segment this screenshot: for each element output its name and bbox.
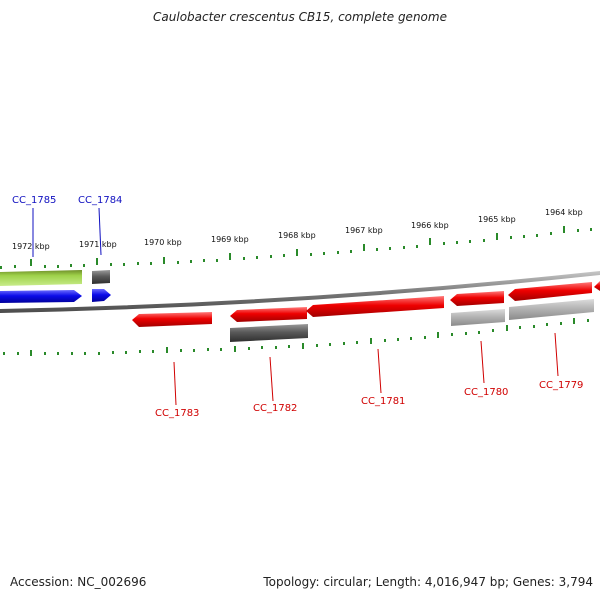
kbp-tick-major bbox=[563, 226, 565, 233]
gene-label-cc-1784[interactable]: CC_1784 bbox=[78, 195, 122, 206]
cds-arrow-cc-1785[interactable] bbox=[0, 290, 82, 303]
genome-backbone bbox=[0, 271, 600, 313]
kbp-tick-major bbox=[363, 244, 365, 251]
kbp-label: 1965 kbp bbox=[478, 215, 516, 224]
cds-arrow-cc-1784[interactable] bbox=[92, 289, 111, 302]
kbp-minor-ticks bbox=[0, 228, 592, 269]
leader-line-cc-1779 bbox=[554, 332, 559, 377]
gene-feature-cc-1779[interactable] bbox=[509, 299, 594, 320]
gene-label-cc-1779[interactable]: CC_1779 bbox=[539, 380, 583, 391]
genome-summary-text: Topology: circular; Length: 4,016,947 bp… bbox=[263, 575, 593, 589]
inner-tick-major bbox=[166, 347, 168, 353]
kbp-label: 1969 kbp bbox=[211, 235, 249, 244]
kbp-tick-major bbox=[163, 257, 165, 264]
inner-minor-ticks bbox=[3, 319, 589, 355]
kbp-tick-major bbox=[30, 259, 32, 266]
leader-line-cc-1780 bbox=[480, 340, 485, 384]
gene-feature-cc-1782[interactable] bbox=[230, 324, 308, 342]
inner-tick-ring bbox=[3, 318, 589, 356]
inner-tick-major bbox=[30, 350, 32, 356]
leader-lines bbox=[32, 207, 559, 406]
kbp-tick-major bbox=[496, 233, 498, 240]
kbp-tick-major bbox=[96, 258, 98, 265]
inner-tick-major bbox=[506, 325, 508, 331]
leader-line-cc-1784 bbox=[98, 207, 102, 256]
gene-label-cc-1782[interactable]: CC_1782 bbox=[253, 403, 297, 414]
cds-arrow-cc-1780[interactable] bbox=[450, 291, 504, 306]
cds-arrow-cc-1782[interactable] bbox=[230, 307, 307, 322]
kbp-label: 1970 kbp bbox=[144, 238, 182, 247]
cds-arrow-cc-1783[interactable] bbox=[132, 312, 212, 327]
kbp-label: 1966 kbp bbox=[411, 221, 449, 230]
leader-line-cc-1781 bbox=[377, 348, 382, 394]
reverse-features bbox=[132, 281, 600, 342]
inner-tick-major bbox=[302, 343, 304, 349]
kbp-tick-major bbox=[296, 249, 298, 256]
gene-feature-cc-1784[interactable] bbox=[92, 270, 110, 284]
kbp-label: 1964 kbp bbox=[545, 208, 583, 217]
inner-tick-major bbox=[234, 346, 236, 352]
kbp-label: 1971 kbp bbox=[79, 240, 117, 249]
gene-label-cc-1781[interactable]: CC_1781 bbox=[361, 396, 405, 407]
map-title: Caulobacter crescentus CB15, complete ge… bbox=[153, 10, 447, 24]
accession-text: Accession: NC_002696 bbox=[10, 575, 147, 589]
kbp-tick-major bbox=[429, 238, 431, 245]
cds-arrow-cc-1779[interactable] bbox=[508, 282, 592, 301]
kbp-label: 1972 kbp bbox=[12, 242, 50, 251]
gene-label-cc-1780[interactable]: CC_1780 bbox=[464, 387, 508, 398]
kbp-label: 1968 kbp bbox=[278, 231, 316, 240]
inner-tick-major bbox=[437, 332, 439, 338]
gene-label-cc-1785[interactable]: CC_1785 bbox=[12, 195, 56, 206]
gene-labels: CC_1785 CC_1784 CC_1783 CC_1782 CC_1781 … bbox=[12, 195, 583, 419]
inner-tick-major bbox=[370, 338, 372, 344]
gene-label-cc-1783[interactable]: CC_1783 bbox=[155, 408, 199, 419]
leader-line-cc-1783 bbox=[173, 361, 177, 406]
gene-feature-green[interactable] bbox=[0, 270, 82, 286]
kbp-tick-major bbox=[229, 253, 231, 260]
kbp-label: 1967 kbp bbox=[345, 226, 383, 235]
leader-line-cc-1782 bbox=[269, 356, 274, 402]
forward-features bbox=[0, 270, 111, 303]
inner-tick-major bbox=[573, 318, 575, 324]
kbp-labels: 1972 kbp 1971 kbp 1970 kbp 1969 kbp 1968… bbox=[12, 208, 583, 251]
cds-arrow-partial[interactable] bbox=[594, 281, 600, 291]
cds-arrow-cc-1781[interactable] bbox=[306, 296, 444, 317]
outer-tick-ring bbox=[0, 226, 592, 269]
gene-feature-cc-1780[interactable] bbox=[451, 309, 505, 326]
